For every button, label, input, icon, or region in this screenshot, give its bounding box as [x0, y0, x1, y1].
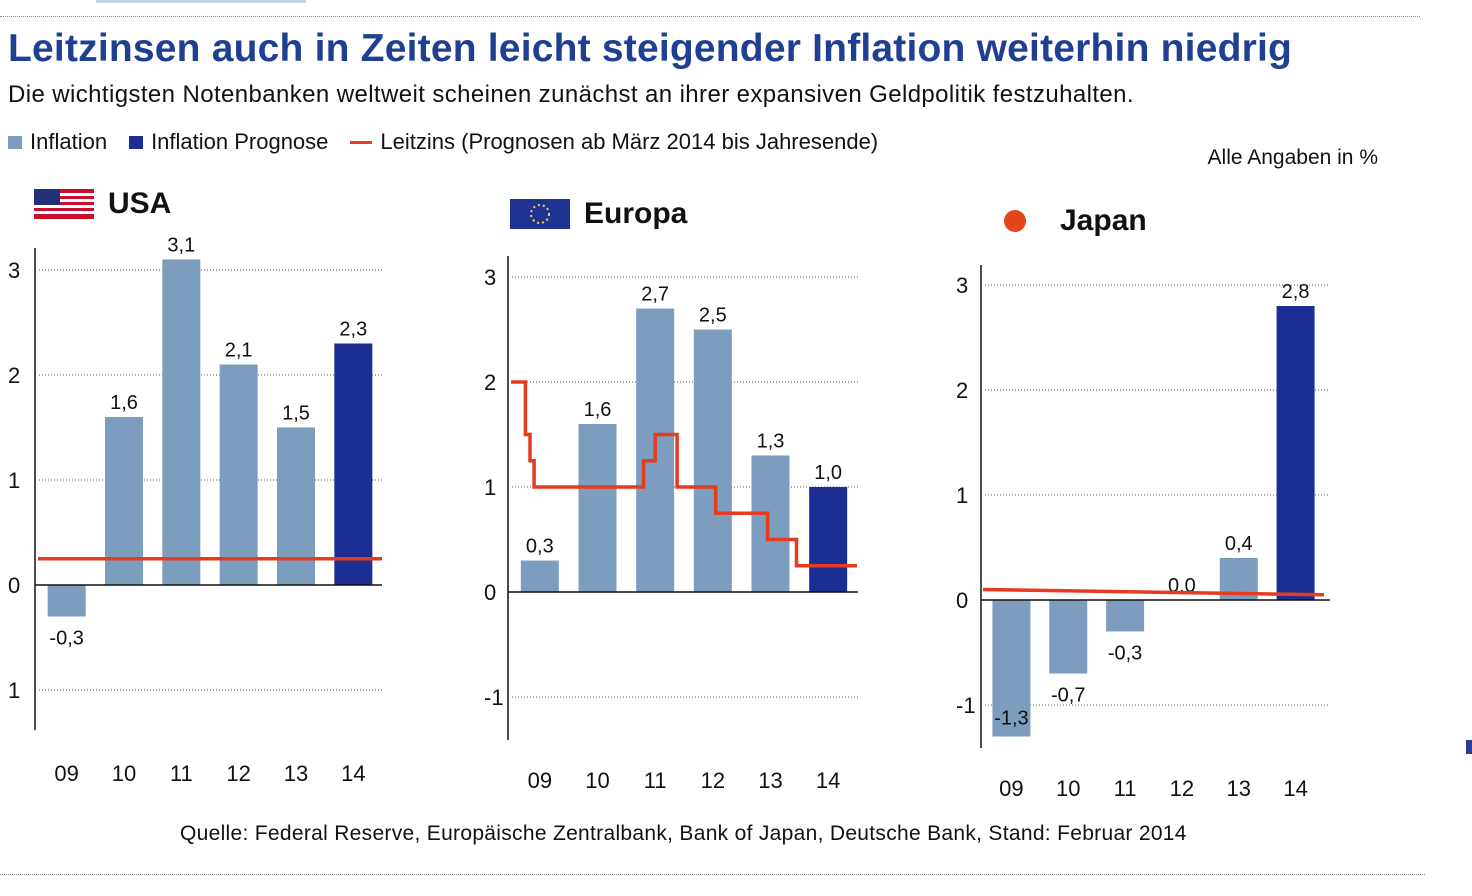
y-tick-label: 1 — [8, 678, 20, 703]
y-tick-label: -1 — [956, 693, 976, 718]
y-tick-label: 1 — [484, 475, 496, 500]
inflation-bar — [162, 259, 201, 585]
forecast-bar — [1276, 306, 1315, 600]
top-accent-line — [96, 0, 306, 3]
panel-title-japan: Japan — [1060, 204, 1147, 237]
inflation-bar — [47, 585, 86, 617]
us-flag-icon — [34, 189, 94, 219]
x-tick-label: 12 — [701, 768, 725, 793]
data-label: 1,6 — [110, 392, 138, 414]
inflation-bar — [520, 560, 559, 592]
y-tick-label: 2 — [956, 378, 968, 403]
data-label: 2,7 — [641, 284, 669, 306]
data-label: 0,4 — [1225, 533, 1253, 555]
forecast-bar — [334, 343, 373, 585]
y-tick-label: 2 — [484, 370, 496, 395]
inflation-swatch-icon — [8, 135, 22, 149]
inflation-bar — [105, 417, 143, 585]
y-tick-label: 2 — [8, 363, 20, 388]
panel-header-usa: USA — [34, 187, 171, 221]
legend-label-inflation: Inflation — [30, 129, 108, 154]
forecast-bar — [809, 487, 848, 592]
y-tick-label: 3 — [956, 273, 968, 298]
y-tick-label: 0 — [956, 588, 968, 613]
bottom-divider — [0, 874, 1425, 875]
x-tick-label: 11 — [170, 761, 193, 786]
legend-item-inflation: Inflation — [8, 129, 107, 155]
inflation-bar — [277, 427, 315, 585]
x-tick-label: 09 — [54, 761, 78, 786]
x-tick-label: 13 — [284, 761, 308, 786]
data-label: 2,1 — [225, 340, 253, 362]
data-label: 1,3 — [757, 431, 785, 453]
y-tick-label: 1 — [956, 483, 968, 508]
x-tick-label: 14 — [341, 761, 365, 786]
data-label: 1,0 — [814, 462, 842, 484]
legend-item-forecast: Inflation Prognose — [129, 129, 328, 155]
data-label: -0,3 — [1108, 643, 1142, 665]
x-tick-label: 09 — [528, 768, 552, 793]
eu-flag-icon — [510, 199, 570, 229]
x-tick-label: 12 — [1170, 776, 1194, 801]
panel-title-usa: USA — [108, 187, 172, 220]
legend-item-rate: Leitzins (Prognosen ab März 2014 bis Jah… — [350, 129, 878, 155]
data-label: 1,5 — [282, 403, 310, 425]
edge-fragment — [1466, 740, 1472, 754]
x-tick-label: 09 — [999, 776, 1023, 801]
legend-label-rate: Leitzins (Prognosen ab März 2014 bis Jah… — [380, 129, 879, 154]
panel-header-europa: Europa — [510, 197, 687, 231]
data-label: -1,3 — [994, 708, 1028, 730]
inflation-bar — [219, 364, 258, 585]
inflation-bar — [992, 600, 1031, 737]
source-note: Quelle: Federal Reserve, Europäische Zen… — [180, 822, 1187, 845]
y-tick-label: 0 — [8, 573, 20, 598]
data-label: -0,3 — [49, 628, 83, 650]
x-tick-label: 13 — [1227, 776, 1251, 801]
inflation-bar — [1106, 600, 1145, 632]
x-tick-label: 12 — [226, 761, 250, 786]
data-label: 2,8 — [1282, 281, 1310, 303]
y-tick-label: 0 — [484, 580, 496, 605]
data-label: 3,1 — [167, 235, 195, 257]
chart-title: Leitzinsen auch in Zeiten leicht steigen… — [8, 27, 1293, 70]
x-tick-label: 11 — [644, 768, 667, 793]
inflation-bar — [693, 329, 732, 592]
leitzins-line — [982, 587, 1325, 597]
data-label: 1,6 — [584, 399, 612, 421]
x-tick-label: 14 — [816, 768, 840, 793]
data-label: -0,7 — [1051, 685, 1085, 707]
japan-dot-icon — [1004, 210, 1026, 232]
forecast-swatch-icon — [129, 135, 144, 149]
top-divider — [0, 16, 1420, 17]
inflation-bar — [578, 424, 617, 592]
leitzins-line — [511, 380, 857, 568]
x-tick-label: 10 — [112, 761, 136, 786]
y-tick-label: -1 — [484, 685, 504, 710]
legend-label-forecast: Inflation Prognose — [151, 129, 329, 154]
x-tick-label: 10 — [1056, 776, 1080, 801]
x-tick-label: 14 — [1283, 776, 1307, 801]
x-tick-label: 11 — [1114, 776, 1137, 801]
panel-title-europa: Europa — [584, 197, 688, 230]
y-tick-label: 3 — [8, 258, 20, 283]
chart-subtitle: Die wichtigsten Notenbanken weltweit sch… — [8, 81, 1134, 108]
data-label: 2,3 — [339, 319, 367, 341]
x-tick-label: 10 — [585, 768, 609, 793]
legend: Inflation Inflation Prognose Leitzins (P… — [8, 128, 900, 156]
y-tick-label: 3 — [484, 265, 496, 290]
units-note: Alle Angaben in % — [1207, 146, 1378, 169]
panel-header-japan: Japan — [1004, 204, 1147, 238]
x-tick-label: 13 — [758, 768, 782, 793]
data-label: 2,5 — [699, 305, 727, 327]
y-tick-label: 1 — [8, 468, 20, 493]
data-label: 0,3 — [526, 536, 554, 558]
inflation-bar — [751, 455, 790, 592]
rate-line-icon — [350, 140, 373, 144]
inflation-bar — [1049, 600, 1088, 674]
